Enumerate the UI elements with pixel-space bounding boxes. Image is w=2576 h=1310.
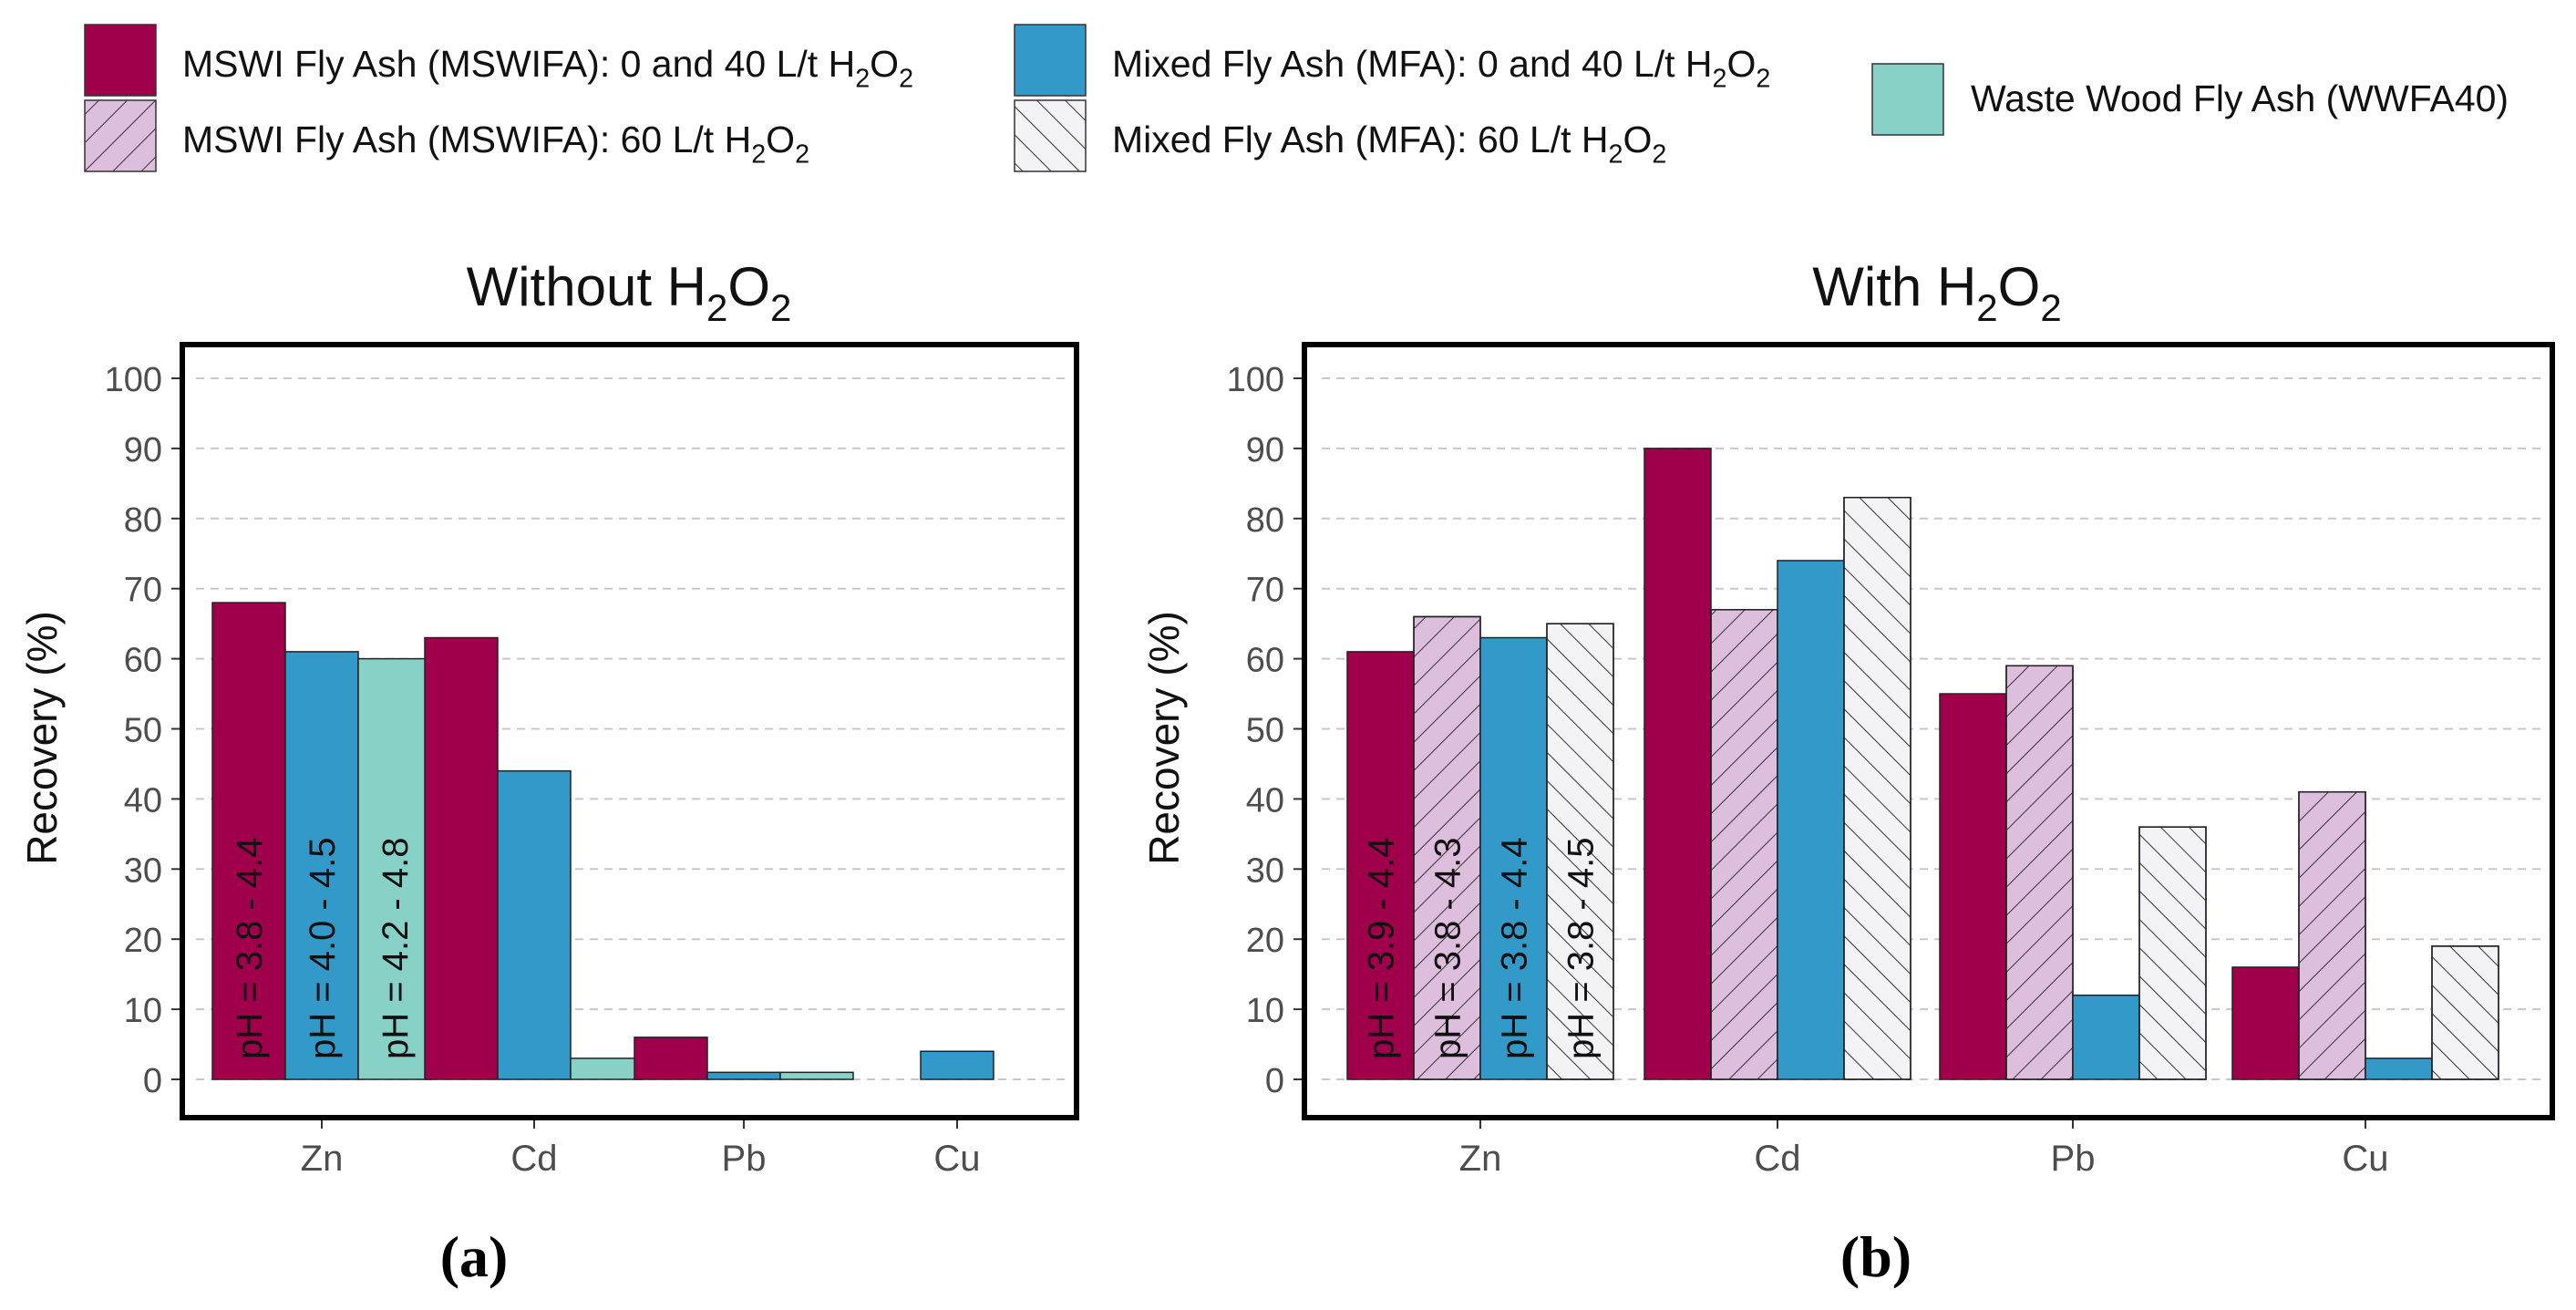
ph-annotation: pH = 3.8 - 4.3 [1428,838,1468,1059]
bar-Cu-mfa_low [920,1050,994,1080]
y-tick-label: 60 [124,642,162,680]
y-tick-label: 90 [124,431,162,469]
plot-border [180,342,1079,1120]
ph-annotation: pH = 4.2 - 4.8 [376,838,416,1059]
y-tick-label: 0 [143,1062,162,1100]
y-tick-label: 10 [124,992,162,1030]
bar-hatch-Zn-mfa_60 [1546,623,1614,1080]
y-tick-label: 20 [1246,922,1284,960]
y-tick-label: 50 [124,712,162,750]
y-tick-label: 100 [1227,361,1284,399]
bar-Cd-wwfa40 [570,1057,644,1080]
bar-Cd-mfa_low [497,769,572,1080]
bar-hatch-Cd-mfa_60 [1843,496,1911,1080]
bar-Cd-mswifa_low [424,636,499,1080]
ph-annotation: pH = 3.9 - 4.4 [1362,838,1402,1059]
x-tick-label: Zn [1459,1139,1502,1179]
bar-Zn-mswifa_low [211,602,286,1080]
bar-Zn-mfa_low [1479,636,1548,1080]
y-tick-label: 40 [1246,781,1284,820]
y-tick-label: 90 [1246,431,1284,469]
ph-annotation: pH = 3.8 - 4.4 [230,838,270,1059]
y-tick-label: 100 [105,361,162,399]
y-tick-label: 70 [124,572,162,610]
ph-annotation: pH = 3.8 - 4.4 [1495,838,1535,1059]
bar-Zn-wwfa40 [357,657,432,1080]
bar-Pb-mfa_low [2072,994,2140,1080]
ph-annotation: pH = 4.0 - 4.5 [303,838,343,1059]
chart-panel-b: With H2O2 0 10 20 30 40 50 60 70 80 90 100 Recovery … [1140,256,2555,1179]
chart-title: With H2O2 [1812,256,2061,329]
legend-label-mswifa_60: MSWI Fly Ash (MSWIFA): 60 L/t H2O2 [182,119,809,169]
y-tick-label: 30 [1246,851,1284,890]
y-tick-label: 30 [124,851,162,890]
bar-Pb-mfa_low [706,1071,781,1080]
y-tick-label: 70 [1246,572,1284,610]
legend-swatch-mswifa_low [84,24,157,97]
bar-Cd-mfa_low [1777,560,1845,1080]
legend-label-mswifa_low: MSWI Fly Ash (MSWIFA): 0 and 40 L/t H2O2 [182,43,913,93]
chart-title: Without H2O2 [467,256,792,329]
legend-label-wwfa40: Waste Wood Fly Ash (WWFA40) [1971,77,2509,119]
y-tick-label: 20 [124,922,162,960]
y-axis-label: Recovery (%) [18,611,66,865]
bar-hatch-Pb-mfa_60 [2138,826,2207,1080]
bar-Zn-mfa_low [284,651,359,1080]
x-tick-label: Cu [2342,1139,2388,1179]
bar-Cu-mfa_low [2365,1057,2433,1080]
x-tick-label: Pb [722,1139,767,1179]
caption-b: (b) [1840,1224,1911,1289]
legend-swatch-wwfa40 [1871,63,1944,136]
bar-Cu-mswifa_low [2231,966,2300,1080]
bar-Pb-wwfa40 [779,1071,854,1080]
bar-hatch-Cu-mfa_60 [2431,945,2499,1080]
legend-label-mfa_60: Mixed Fly Ash (MFA): 60 L/t H2O2 [1112,119,1666,169]
legend-swatch-mfa_low [1014,24,1087,97]
x-tick-label: Cd [510,1139,557,1179]
x-tick-label: Zn [301,1139,344,1179]
bar-Pb-mswifa_low [1939,693,2007,1080]
x-tick-label: Cd [1754,1139,1800,1179]
ph-annotation: pH = 3.8 - 4.5 [1561,838,1602,1059]
bar-hatch-Zn-mswifa_60 [1413,615,1481,1080]
bar-hatch-Cd-mswifa_60 [1710,609,1778,1080]
y-axis-label: Recovery (%) [1140,611,1188,865]
chart-panel-a: Without H2O2 0 10 20 30 40 50 60 70 80 90 100 Recove… [18,256,1079,1179]
plot-border [1302,342,2555,1120]
x-tick-label: Cu [933,1139,980,1179]
bar-Cd-mswifa_low [1643,448,1712,1080]
caption-a: (a) [440,1224,509,1289]
legend: MSWI Fly Ash (MSWIFA): 0 and 40 L/t H2O2… [84,24,2509,172]
y-tick-label: 80 [124,501,162,540]
y-tick-label: 40 [124,781,162,820]
bar-Pb-mswifa_low [634,1037,708,1080]
legend-swatch-mfa_60-hatch [1015,100,1086,171]
y-tick-label: 50 [1246,712,1284,750]
y-tick-label: 10 [1246,992,1284,1030]
legend-swatch-mswifa_60-hatch [85,100,156,171]
y-tick-label: 0 [1265,1062,1284,1100]
legend-label-mfa_low: Mixed Fly Ash (MFA): 0 and 40 L/t H2O2 [1112,43,1770,93]
y-tick-label: 80 [1246,501,1284,540]
bar-hatch-Pb-mswifa_60 [2005,665,2074,1080]
bar-Zn-mswifa_low [1346,651,1415,1080]
y-tick-label: 60 [1246,642,1284,680]
x-tick-label: Pb [2051,1139,2096,1179]
bar-hatch-Cu-mswifa_60 [2298,790,2366,1080]
